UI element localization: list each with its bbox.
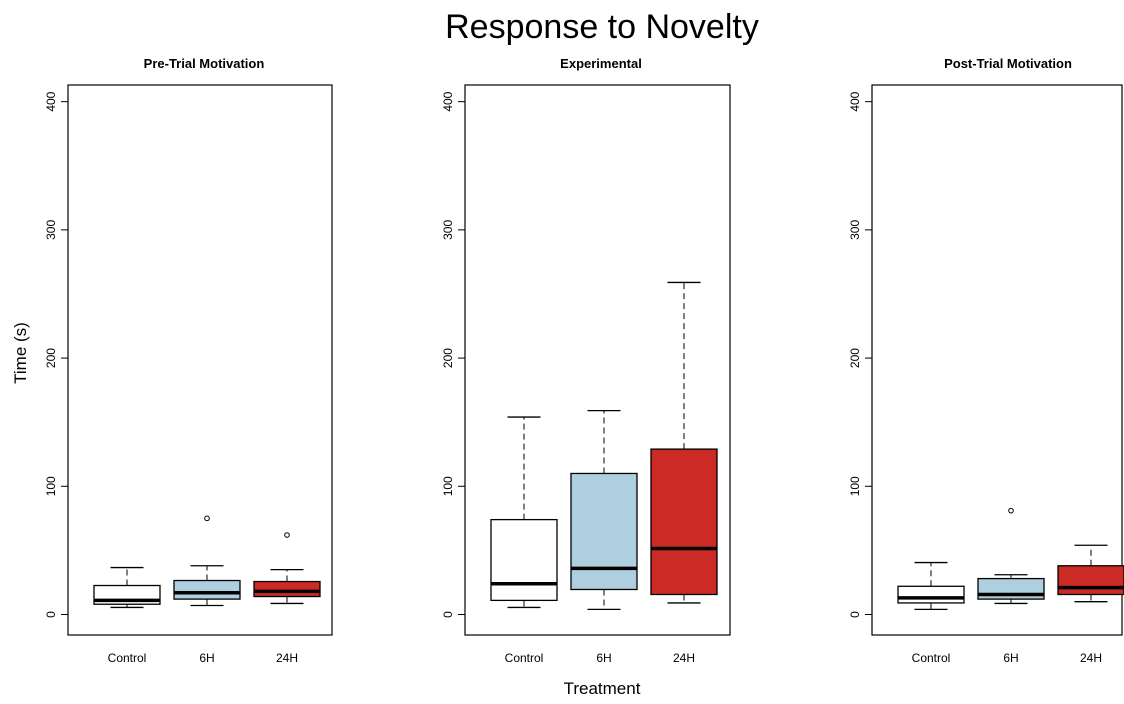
y-tick-label: 400 (848, 91, 862, 111)
box (173, 579, 241, 600)
y-tick-label: 200 (441, 348, 455, 368)
y-tick-label: 100 (441, 476, 455, 496)
plot-frame (871, 84, 1123, 636)
x-tick-label: 6H (596, 651, 611, 665)
box (1057, 565, 1124, 596)
box (650, 448, 718, 596)
x-tick-label: Control (912, 651, 951, 665)
box (253, 580, 321, 598)
outlier (204, 515, 210, 522)
y-tick-label: 0 (848, 611, 862, 618)
x-tick-label: 24H (1080, 651, 1102, 665)
x-tick-label: Control (505, 651, 544, 665)
x-axis-label: Treatment (564, 679, 641, 698)
x-tick-label: 24H (673, 651, 695, 665)
y-tick-label: 100 (44, 476, 58, 496)
x-tick-label: Control (108, 651, 147, 665)
y-tick-label: 200 (44, 348, 58, 368)
y-tick-label: 200 (848, 348, 862, 368)
y-tick-label: 400 (441, 91, 455, 111)
x-tick-label: 24H (276, 651, 298, 665)
y-axis-label: Time (s) (11, 322, 30, 384)
x-tick-label: 6H (1003, 651, 1018, 665)
box (897, 585, 965, 604)
plot-frame (464, 84, 731, 636)
y-tick-label: 0 (441, 611, 455, 618)
y-tick-label: 0 (44, 611, 58, 618)
y-tick-label: 300 (848, 220, 862, 240)
y-tick-label: 100 (848, 476, 862, 496)
x-tick-label: 6H (199, 651, 214, 665)
box (570, 472, 638, 591)
plot-frame (67, 84, 333, 636)
box (490, 518, 558, 602)
panel-title: Post-Trial Motivation (944, 56, 1072, 71)
y-tick-label: 300 (441, 220, 455, 240)
panel-title: Experimental (560, 56, 642, 71)
y-tick-label: 400 (44, 91, 58, 111)
y-tick-label: 300 (44, 220, 58, 240)
outlier (284, 532, 290, 538)
outlier (1008, 507, 1014, 514)
panel-title: Pre-Trial Motivation (144, 56, 265, 71)
main-title: Response to Novelty (445, 8, 759, 46)
